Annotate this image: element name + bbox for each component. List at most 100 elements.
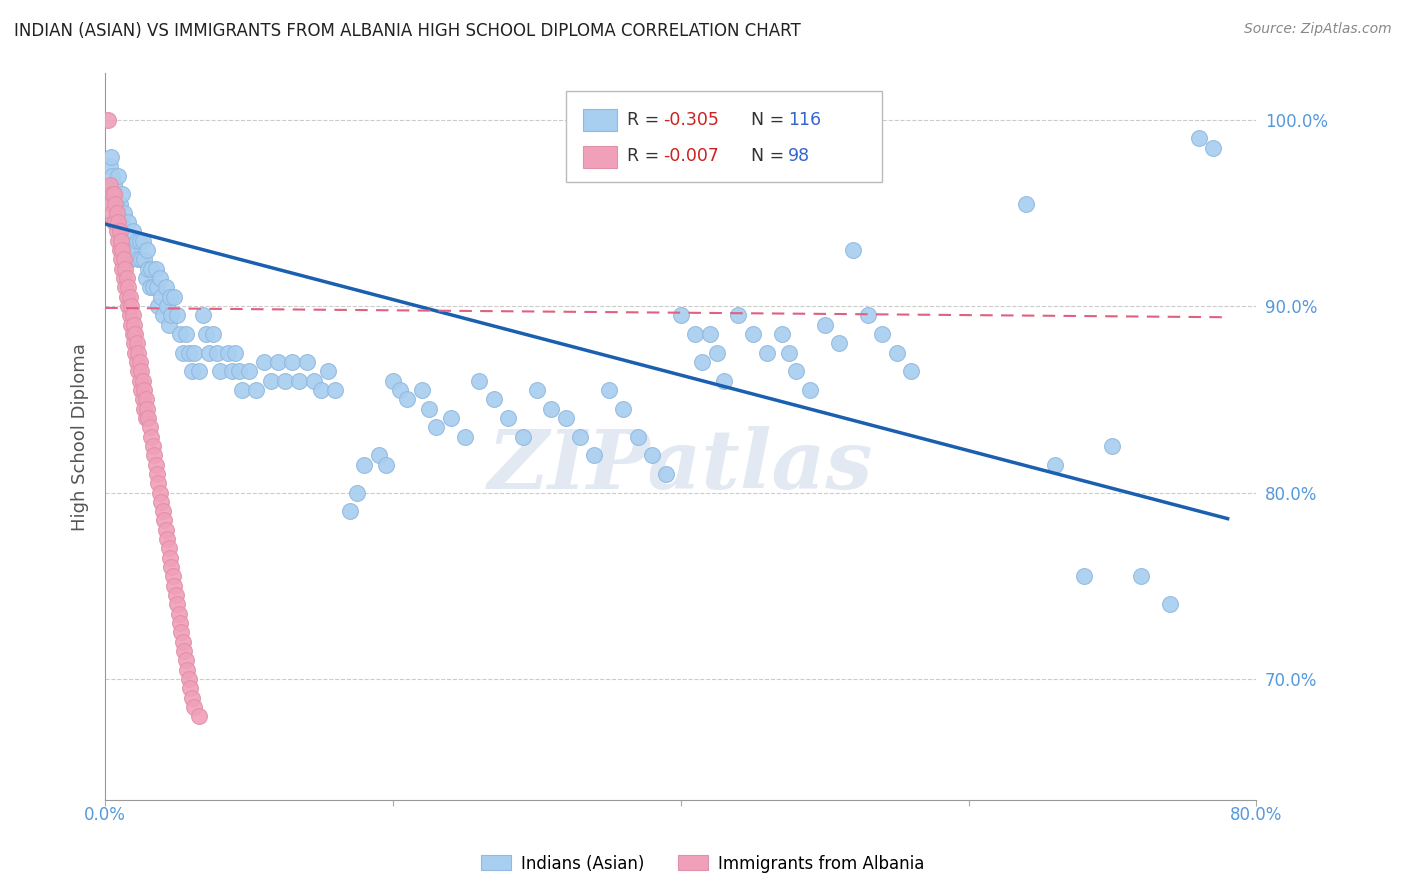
Point (121, 326, 143, 341)
Point (583, 448, 606, 462)
Point (107, 169, 129, 183)
Point (110, 234, 132, 248)
Point (713, 374, 735, 388)
Point (187, 709, 209, 723)
Point (132, 383, 155, 397)
Text: -0.007: -0.007 (664, 147, 720, 165)
Point (482, 392, 505, 407)
Point (706, 345, 728, 359)
Point (155, 280, 177, 294)
Point (124, 326, 146, 341)
Point (103, 215, 125, 229)
Text: -0.305: -0.305 (664, 111, 720, 128)
Point (138, 261, 160, 276)
Point (111, 243, 134, 257)
Point (799, 383, 821, 397)
Text: Source: ZipAtlas.com: Source: ZipAtlas.com (1244, 22, 1392, 37)
Point (134, 411, 156, 425)
Point (1073, 569, 1095, 583)
Point (153, 514, 176, 528)
Point (117, 215, 139, 229)
Point (155, 523, 177, 537)
Point (136, 243, 159, 257)
Point (411, 383, 433, 397)
Point (842, 243, 865, 257)
Point (101, 206, 124, 220)
Point (295, 355, 318, 369)
Text: 0.0%: 0.0% (84, 805, 127, 824)
Point (128, 234, 150, 248)
Point (138, 411, 160, 425)
Point (103, 178, 125, 192)
Point (149, 271, 172, 285)
Point (131, 374, 153, 388)
Point (141, 261, 163, 276)
Text: ZIPatlas: ZIPatlas (488, 425, 873, 506)
Point (152, 309, 174, 323)
Point (814, 318, 837, 332)
Point (141, 429, 163, 443)
Point (756, 345, 779, 359)
Point (110, 252, 132, 267)
Point (146, 280, 169, 294)
Point (146, 467, 169, 481)
Point (162, 569, 184, 583)
Point (131, 234, 153, 248)
Point (150, 495, 173, 509)
Text: INDIAN (ASIAN) VS IMMIGRANTS FROM ALBANIA HIGH SCHOOL DIPLOMA CORRELATION CHART: INDIAN (ASIAN) VS IMMIGRANTS FROM ALBANI… (14, 22, 801, 40)
Point (163, 290, 186, 304)
Point (699, 326, 721, 341)
Point (217, 345, 239, 359)
Point (339, 504, 361, 518)
Point (105, 196, 128, 211)
Point (281, 355, 304, 369)
Point (166, 309, 188, 323)
Point (129, 364, 152, 378)
Point (134, 392, 156, 407)
Point (125, 336, 148, 351)
Point (612, 401, 634, 416)
Point (114, 225, 136, 239)
Point (107, 215, 129, 229)
Point (118, 290, 141, 304)
Point (177, 345, 200, 359)
Point (683, 326, 706, 341)
Point (741, 326, 763, 341)
Point (132, 252, 155, 267)
Point (120, 252, 142, 267)
Point (900, 364, 922, 378)
Point (191, 309, 214, 323)
Point (128, 355, 150, 369)
Point (129, 383, 152, 397)
Point (194, 326, 217, 341)
Point (1159, 598, 1181, 612)
Point (785, 364, 807, 378)
Point (142, 439, 165, 453)
Point (136, 401, 159, 416)
Point (554, 411, 576, 425)
Point (152, 504, 174, 518)
Point (1188, 131, 1211, 145)
Point (274, 374, 297, 388)
Point (496, 411, 519, 425)
Point (169, 615, 191, 630)
Point (396, 392, 419, 407)
Point (231, 383, 253, 397)
Point (149, 485, 172, 500)
Point (198, 345, 221, 359)
Point (104, 196, 127, 211)
Point (382, 374, 405, 388)
Point (100, 196, 122, 211)
Point (157, 318, 180, 332)
Point (125, 355, 148, 369)
Point (389, 383, 412, 397)
Point (145, 458, 167, 472)
Point (122, 318, 145, 332)
Point (107, 234, 129, 248)
Point (112, 271, 135, 285)
Point (159, 550, 181, 565)
Point (1015, 196, 1038, 211)
Point (418, 401, 440, 416)
Point (117, 280, 139, 294)
Point (160, 560, 183, 574)
